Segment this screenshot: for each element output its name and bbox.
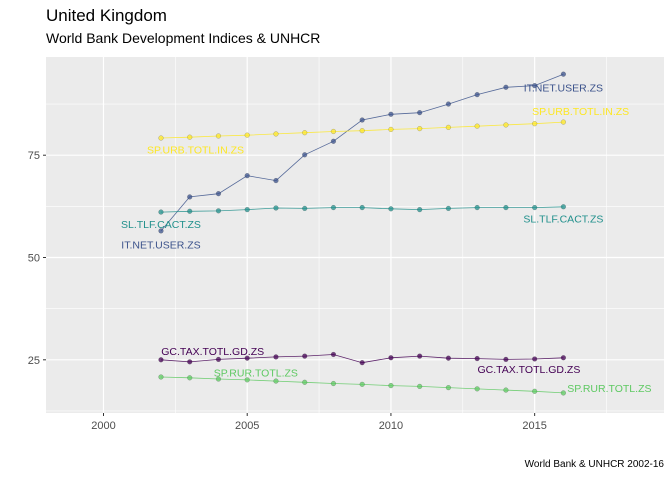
x-tick-label: 2015 <box>522 420 546 432</box>
series-point <box>244 355 250 361</box>
series-point <box>244 377 250 383</box>
series-label: SL.TLF.CACT.ZS <box>523 214 603 226</box>
series-point <box>330 138 337 144</box>
series-point <box>388 206 394 212</box>
series-point <box>158 209 164 215</box>
series-point <box>302 152 308 158</box>
series-point <box>417 353 423 359</box>
series-point <box>359 381 365 388</box>
series-point <box>445 124 452 131</box>
series-point <box>158 374 164 380</box>
y-tick-label: 25 <box>28 355 40 367</box>
series-point <box>474 91 480 98</box>
series-point <box>417 110 423 116</box>
series-point <box>302 130 308 136</box>
chart-title: United Kingdom <box>46 6 167 25</box>
series-point <box>302 353 308 359</box>
chart-caption: World Bank & UNHCR 2002-16 <box>524 459 664 470</box>
series-label: IT.NET.USER.ZS <box>121 239 200 251</box>
series-point <box>474 123 480 129</box>
series-point <box>532 356 538 362</box>
series-point <box>244 132 250 138</box>
series-point <box>388 355 394 361</box>
series-point <box>560 355 567 361</box>
series-point <box>158 228 164 234</box>
series-label: IT.NET.USER.ZS <box>524 82 603 94</box>
series-point <box>273 177 279 184</box>
series-point <box>445 101 452 107</box>
series-point <box>273 131 279 137</box>
series-label: SP.RUR.TOTL.ZS <box>567 383 651 395</box>
y-tick-label: 75 <box>28 150 40 162</box>
series-point <box>273 354 279 360</box>
series-point <box>215 356 222 363</box>
series-point <box>330 128 337 135</box>
series-point <box>532 388 538 394</box>
series-point <box>359 128 365 134</box>
series-point <box>187 208 193 214</box>
series-point <box>503 387 509 393</box>
series-point <box>215 133 222 139</box>
x-tick-label: 2005 <box>235 420 259 432</box>
series-point <box>302 205 308 212</box>
series-point <box>215 376 222 382</box>
series-point <box>359 117 365 123</box>
series-point <box>388 126 394 133</box>
series-point <box>273 378 279 384</box>
series-point <box>330 204 337 211</box>
series-label: GC.TAX.TOTL.GD.ZS <box>161 346 264 358</box>
series-point <box>560 119 567 125</box>
series-point <box>532 82 538 89</box>
series-label: SP.URB.TOTL.IN.ZS <box>147 144 244 156</box>
series-label: SP.URB.TOTL.IN.ZS <box>532 106 629 118</box>
series-point <box>532 204 538 211</box>
series-point <box>187 375 193 381</box>
series-point <box>302 379 308 385</box>
x-tick-label: 2000 <box>91 420 115 432</box>
series-label: SL.TLF.CACT.ZS <box>121 219 201 231</box>
series-point <box>388 382 394 389</box>
series-point <box>445 384 452 391</box>
series-point <box>215 191 222 197</box>
series-point <box>503 122 509 128</box>
series-point <box>474 355 480 362</box>
series-point <box>158 357 164 363</box>
series-point <box>273 205 279 211</box>
series-point <box>532 121 538 127</box>
series-point <box>215 208 222 214</box>
series-point <box>330 351 337 358</box>
series-point <box>474 386 480 392</box>
series-point <box>417 383 423 390</box>
series-point <box>445 355 452 361</box>
series-point <box>187 194 193 200</box>
series-point <box>359 204 365 211</box>
series-point <box>244 206 250 213</box>
series-point <box>503 356 509 363</box>
series-point <box>388 111 394 117</box>
series-point <box>560 390 567 396</box>
x-tick-label: 2010 <box>379 420 403 432</box>
series-label: GC.TAX.TOTL.GD.ZS <box>477 364 580 376</box>
series-point <box>503 84 509 90</box>
series-point <box>330 380 337 387</box>
plot-panel <box>46 57 664 413</box>
series-point <box>187 134 193 140</box>
series-point <box>244 173 250 179</box>
series-point <box>560 204 567 210</box>
series-point <box>187 359 193 365</box>
series-point <box>560 71 567 77</box>
series-point <box>474 204 480 211</box>
series-point <box>417 206 423 213</box>
series-point <box>503 204 509 211</box>
series-point <box>445 205 452 212</box>
chart-subtitle: World Bank Development Indices & UNHCR <box>46 30 321 46</box>
series-point <box>417 125 423 132</box>
series-label: SP.RUR.TOTL.ZS <box>214 367 298 379</box>
series-point <box>158 135 164 141</box>
y-tick-label: 50 <box>28 253 40 265</box>
series-point <box>359 360 365 366</box>
